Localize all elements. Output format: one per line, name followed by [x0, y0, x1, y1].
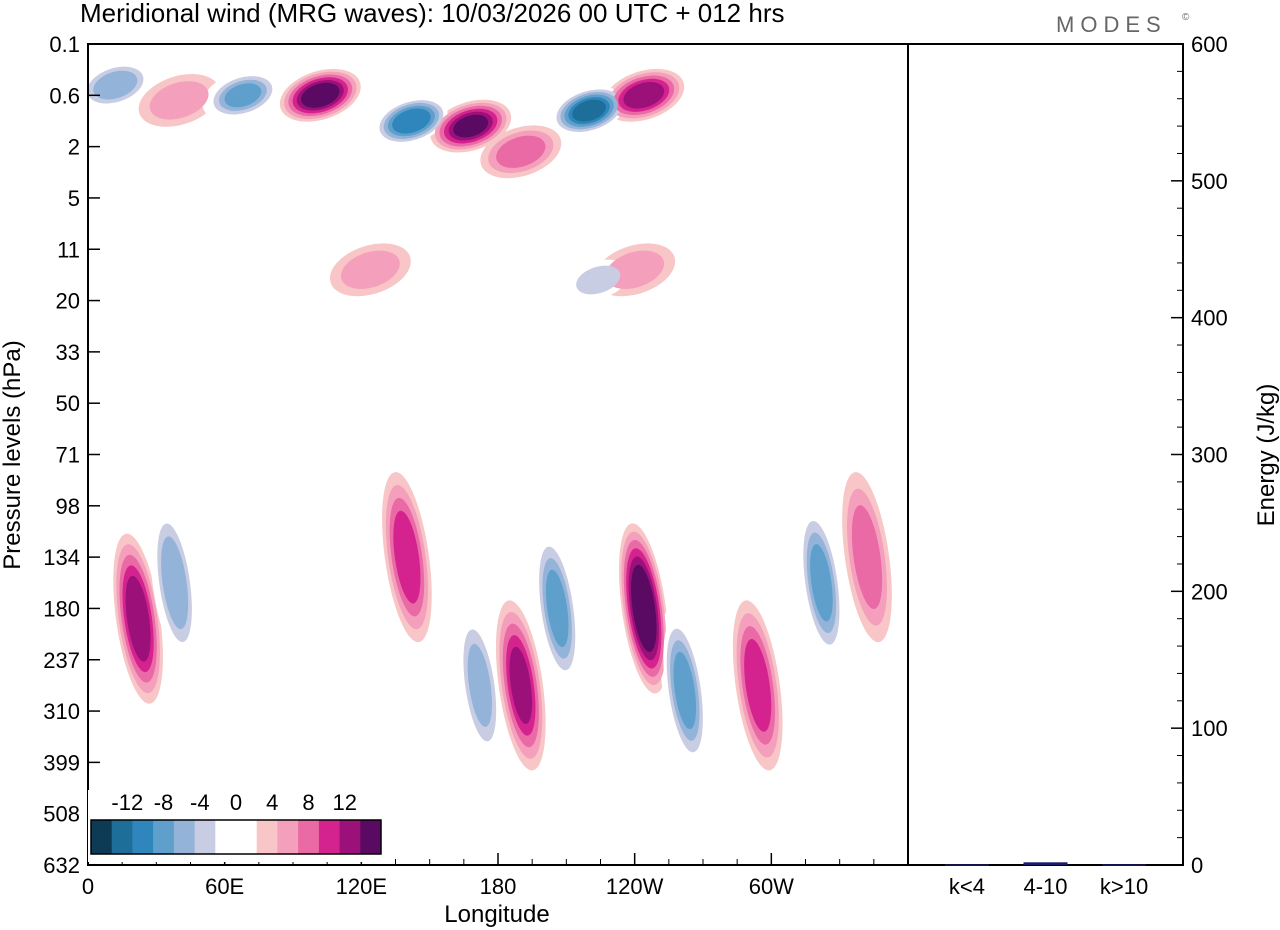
wind-contour-1-4 — [149, 81, 209, 120]
wind-contour-7-14 — [572, 99, 606, 122]
energy-tick-label: 100 — [1191, 716, 1228, 741]
y-tick-label: 0.1 — [49, 32, 80, 57]
energy-bar-1 — [1023, 862, 1068, 865]
energy-tick-label: 200 — [1191, 579, 1228, 604]
y-tick-label: 5 — [68, 186, 80, 211]
y-tick-label: 11 — [57, 237, 80, 262]
wind-contour-8-10 — [623, 81, 665, 109]
wind-contour-10-4 — [605, 250, 665, 289]
y-tick-label: 134 — [43, 545, 80, 570]
wind-contour-3-12 — [301, 82, 340, 108]
wind-contour-15-8 — [467, 643, 492, 727]
wind-contour-2-10 — [224, 83, 262, 108]
y-tick-label: 180 — [43, 596, 80, 621]
colorbar-swatch-2 — [132, 820, 154, 854]
energy-bar-0 — [944, 864, 989, 866]
colorbar-swatch-5 — [194, 820, 216, 854]
wind-contour-22-6 — [851, 505, 883, 610]
wind-contour-14-8 — [393, 510, 421, 604]
y-tick-label: 632 — [43, 853, 80, 878]
energy-axis-label: Energy (J/kg) — [1253, 384, 1280, 527]
x-tick-label: 60E — [205, 874, 244, 899]
y-tick-label: 310 — [43, 699, 80, 724]
y-tick-label: 71 — [56, 443, 80, 468]
x-tick-label: 60W — [749, 874, 794, 899]
y-tick-label: 2 — [68, 135, 80, 160]
colorbar-label: 0 — [230, 790, 242, 815]
wind-contour-11-4 — [340, 250, 400, 289]
colorbar-label: 12 — [333, 790, 357, 815]
pressure-axis: 0.1 0.6 2 5 11 20 33 50 71 98 134 180 237 310 399 508 63… — [43, 32, 100, 878]
colorbar-swatch-4 — [173, 820, 195, 854]
colorbar-swatch-0 — [91, 820, 113, 854]
wind-contour-16-10 — [509, 646, 533, 725]
energy-tick-label: 300 — [1191, 443, 1228, 468]
wind-contour-4-12 — [392, 108, 431, 134]
colorbar-swatch-8 — [256, 820, 278, 854]
energy-tick-label: 600 — [1191, 32, 1228, 57]
wind-contour-21-10 — [810, 544, 833, 622]
colorbar-swatch-13 — [360, 820, 382, 854]
y-axis-label: Pressure levels (hPa) — [0, 340, 26, 569]
chart-title: Meridional wind (MRG waves): 10/03/2026 … — [80, 0, 785, 28]
x-tick-label: 120E — [336, 874, 387, 899]
wind-contour-18-14 — [633, 573, 655, 644]
y-tick-label: 0.6 — [49, 83, 80, 108]
colorbar-labels: -12 -8 -4 0 4 8 12 — [111, 790, 357, 815]
y-tick-label: 98 — [56, 494, 80, 519]
wind-contour-19-10 — [673, 651, 697, 730]
energy-tick-label: 500 — [1191, 169, 1228, 194]
colorbar-swatch-6 — [215, 820, 237, 854]
x-tick-label: 180 — [480, 874, 517, 899]
colorbar-label: 8 — [302, 790, 314, 815]
colorbar — [90, 819, 382, 855]
colorbar-label: -12 — [111, 790, 143, 815]
y-tick-label: 399 — [43, 750, 80, 775]
modes-logo: MODES — [1056, 12, 1167, 37]
logo-registered-mark: © — [1182, 12, 1190, 23]
colorbar-swatch-12 — [339, 820, 361, 854]
colorbar-swatch-7 — [236, 820, 258, 854]
wind-contour-12-10 — [125, 575, 151, 662]
colorbar-swatch-10 — [298, 820, 320, 854]
wind-contour-6-6 — [496, 135, 546, 168]
colorbar-swatch-9 — [277, 820, 299, 854]
energy-tick-label: 0 — [1191, 853, 1203, 878]
wind-contour-5-12 — [453, 114, 489, 138]
longitude-axis: 0 60E 120E 180 120W 60W — [82, 853, 875, 899]
wind-contour-13-8 — [161, 536, 189, 630]
wind-contour-17-10 — [545, 569, 569, 648]
wind-contour-20-8 — [744, 639, 772, 732]
y-tick-label: 508 — [43, 802, 80, 827]
x-axis-label: Longitude — [444, 901, 549, 928]
y-tick-label: 20 — [56, 289, 80, 314]
colorbar-frame — [90, 819, 382, 855]
colorbar-label: -4 — [190, 790, 210, 815]
energy-bar-label: k<4 — [949, 874, 985, 899]
y-tick-label: 237 — [43, 648, 80, 673]
colorbar-swatch-3 — [153, 820, 175, 854]
energy-bar-label: 4-10 — [1023, 874, 1067, 899]
energy-bars — [944, 862, 1147, 866]
wind-contour-0-8 — [93, 70, 138, 100]
energy-tick-label: 400 — [1191, 306, 1228, 331]
colorbar-swatch-11 — [318, 820, 340, 854]
y-tick-label: 33 — [56, 340, 80, 365]
x-tick-label: 0 — [82, 874, 94, 899]
colorbar-swatch-1 — [111, 820, 133, 854]
energy-bar-label: k>10 — [1100, 874, 1148, 899]
x-tick-label: 120W — [606, 874, 664, 899]
energy-bar-labels: k<4 4-10 k>10 — [949, 874, 1148, 899]
energy-panel-frame — [907, 43, 1184, 866]
heatmap-field — [88, 58, 892, 776]
y-tick-label: 50 — [56, 391, 80, 416]
colorbar-label: -8 — [154, 790, 174, 815]
energy-bar-2 — [1102, 864, 1147, 866]
energy-axis: 0 100 200 300 400 500 600 — [1171, 32, 1228, 878]
colorbar-label: 4 — [266, 790, 278, 815]
wind-contour-9-6 — [576, 265, 621, 295]
